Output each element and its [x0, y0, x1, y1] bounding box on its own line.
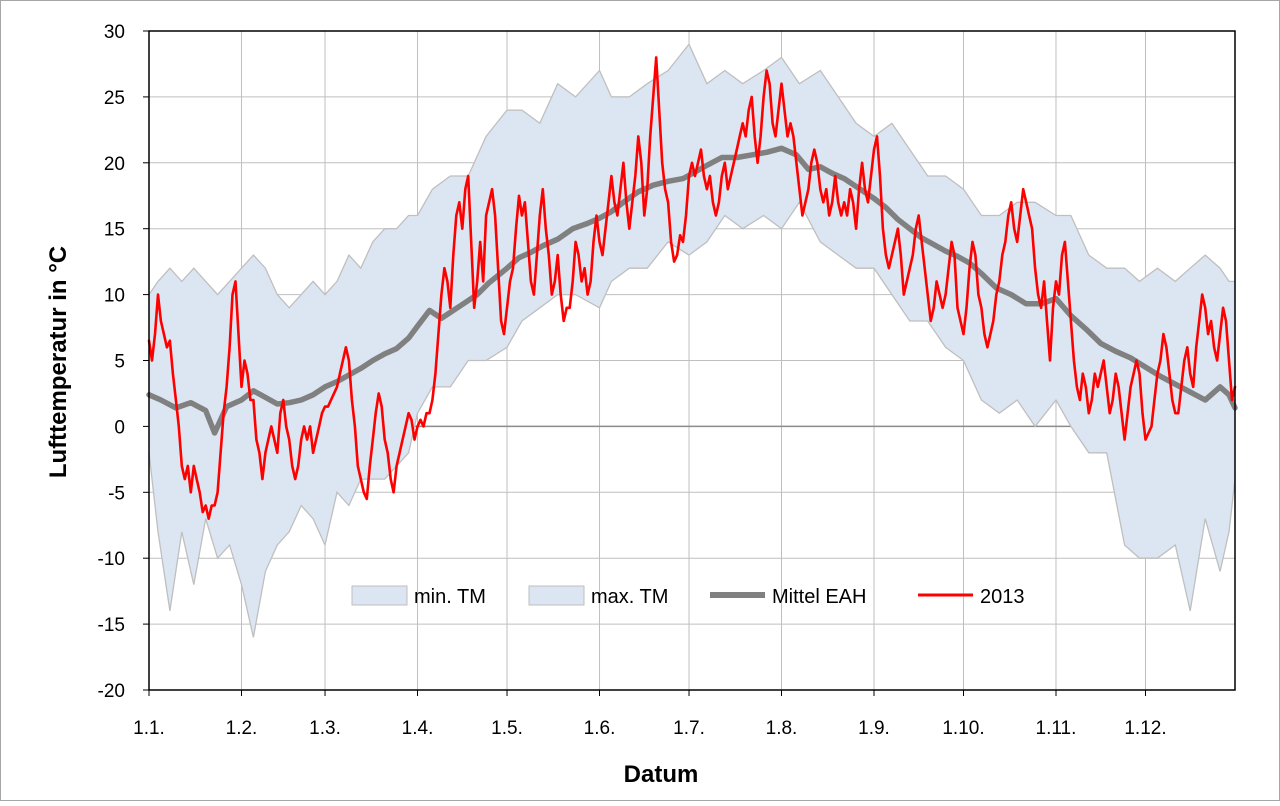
x-tick-label: 1.2. [226, 718, 258, 739]
x-tick-label: 1.4. [402, 718, 434, 739]
y-tick-label: -20 [98, 681, 125, 702]
band-min-max-tm [149, 44, 1235, 638]
y-tick-label: -15 [98, 615, 125, 636]
legend-label-min-tm: min. TM [414, 586, 486, 608]
x-tick-label: 1.12. [1124, 718, 1166, 739]
y-tick-label: 15 [104, 220, 125, 241]
x-axis-title: Datum [624, 761, 699, 788]
legend-label-max-tm: max. TM [591, 586, 668, 608]
legend-swatch-min-tm [351, 585, 408, 606]
series-mittel-eah-line [146, 145, 1238, 436]
y-tick-label: -10 [98, 549, 125, 570]
y-tick-label: 10 [104, 286, 125, 307]
legend-swatch-max-tm [528, 585, 585, 606]
series-2013-line [147, 56, 1237, 520]
y-axis-title: Lufttemperatur in °C [45, 246, 72, 478]
legend-label-2013: 2013 [980, 586, 1025, 608]
x-tick-label: 1.1. [133, 718, 165, 739]
x-tick-label: 1.11. [1036, 718, 1077, 739]
legend-label-mittel-eah: Mittel EAH [772, 586, 866, 608]
x-tick-label: 1.10. [942, 718, 984, 739]
y-tick-label: 0 [114, 417, 125, 438]
series-min-tm-edge [148, 201, 1236, 638]
x-tick-label: 1.3. [309, 718, 341, 739]
y-tick-label: -5 [108, 483, 125, 504]
x-tick-label: 1.8. [766, 718, 798, 739]
x-tick-label: 1.7. [673, 718, 705, 739]
x-tick-label: 1.9. [858, 718, 890, 739]
y-tick-label: 30 [104, 22, 125, 43]
legend: min. TM max. TM Mittel EAH 2013 [351, 585, 1025, 608]
y-tick-label: 25 [104, 88, 125, 109]
y-tick-label: 20 [104, 154, 125, 175]
x-tick-label: 1.5. [491, 718, 523, 739]
series-max-tm-edge [148, 42, 1235, 309]
x-tick-label: 1.6. [584, 718, 616, 739]
y-tick-label: 5 [114, 352, 125, 373]
